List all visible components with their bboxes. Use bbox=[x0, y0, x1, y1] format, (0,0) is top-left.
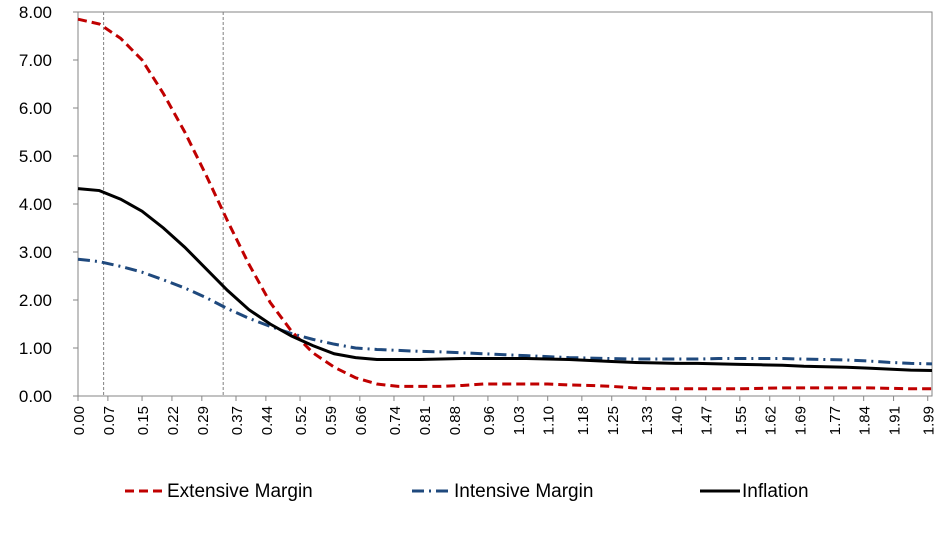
y-tick-label: 3.00 bbox=[19, 243, 52, 262]
x-tick-label: 1.25 bbox=[605, 406, 622, 435]
line-series bbox=[77, 17, 932, 391]
x-tick-label: 0.00 bbox=[71, 406, 88, 435]
line-series bbox=[77, 257, 933, 366]
line-series bbox=[77, 187, 933, 373]
plot-area bbox=[77, 11, 933, 397]
x-tick-label: 1.91 bbox=[887, 406, 904, 435]
y-tick-label: 8.00 bbox=[19, 3, 52, 22]
x-tick-label: 1.10 bbox=[541, 406, 558, 435]
x-tick-label: 0.74 bbox=[387, 406, 404, 435]
x-tick-label: 0.29 bbox=[195, 406, 212, 435]
legend-label: Intensive Margin bbox=[454, 481, 593, 502]
y-tick-label: 1.00 bbox=[19, 339, 52, 358]
legend-label: Inflation bbox=[742, 481, 809, 502]
y-tick-label: 2.00 bbox=[19, 291, 52, 310]
x-tick-label: 0.37 bbox=[229, 406, 246, 435]
x-tick-label: 0.22 bbox=[165, 406, 182, 435]
x-tick-label: 0.44 bbox=[259, 406, 276, 435]
x-tick-label: 0.66 bbox=[353, 406, 370, 435]
y-tick-label: 7.00 bbox=[19, 51, 52, 70]
x-tick-label: 0.88 bbox=[447, 406, 464, 435]
y-tick-label: 4.00 bbox=[19, 195, 52, 214]
x-tick-label: 1.99 bbox=[921, 406, 936, 435]
x-tick-label: 1.33 bbox=[639, 406, 656, 435]
y-tick-label: 5.00 bbox=[19, 147, 52, 166]
y-tick-label: 6.00 bbox=[19, 99, 52, 118]
y-tick-label: 0.00 bbox=[19, 387, 52, 406]
x-tick-label: 1.47 bbox=[699, 406, 716, 435]
x-tick-label: 0.52 bbox=[293, 406, 310, 435]
x-tick-label: 0.59 bbox=[323, 406, 340, 435]
x-tick-label: 0.96 bbox=[481, 406, 498, 435]
x-tick-label: 0.15 bbox=[135, 406, 152, 435]
x-tick-label: 0.81 bbox=[417, 406, 434, 435]
x-tick-label: 1.55 bbox=[733, 406, 750, 435]
legend-label: Extensive Margin bbox=[167, 481, 313, 502]
x-tick-label: 1.62 bbox=[763, 406, 780, 435]
x-tick-label: 1.18 bbox=[575, 406, 592, 435]
x-tick-label: 1.40 bbox=[669, 406, 686, 435]
x-tick-label: 1.77 bbox=[827, 406, 844, 435]
x-tick-label: 1.03 bbox=[511, 406, 528, 435]
x-tick-label: 1.84 bbox=[857, 406, 874, 435]
x-tick-label: 1.69 bbox=[793, 406, 810, 435]
x-tick-label: 0.07 bbox=[101, 406, 118, 435]
